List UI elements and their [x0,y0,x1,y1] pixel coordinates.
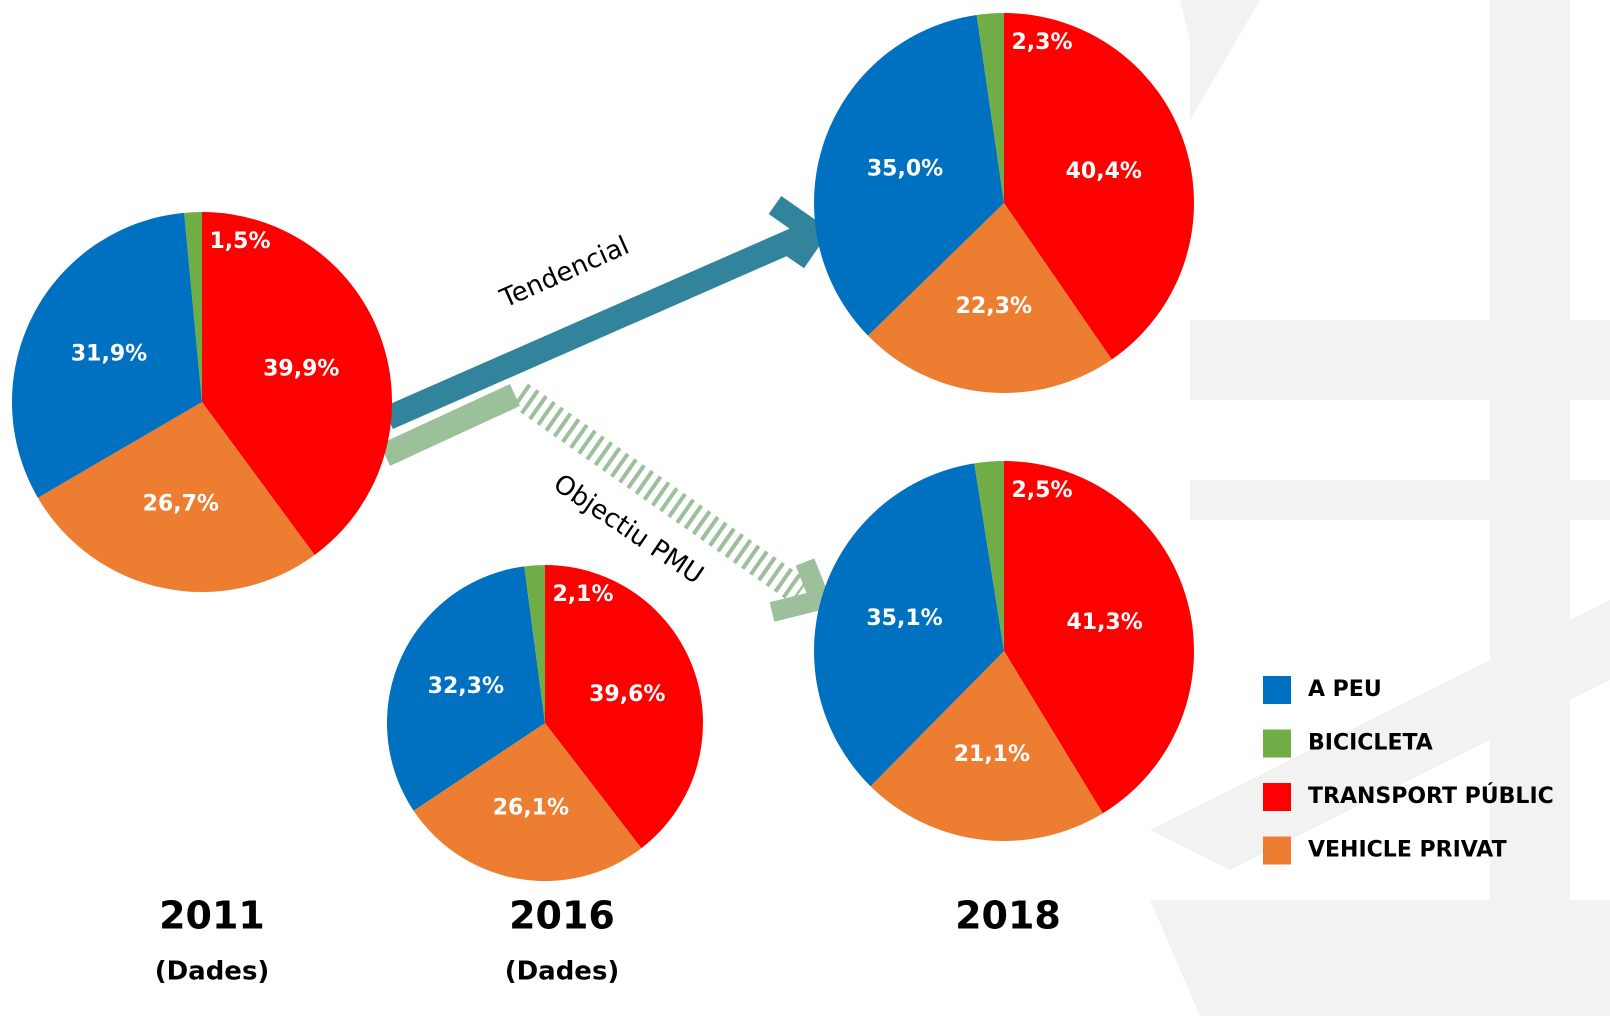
pie-title: 2011 [159,894,265,938]
pie-slice [37,402,315,593]
pie-slice [813,14,1004,336]
pie-slice [1004,461,1195,814]
pie-slice [867,203,1112,394]
pie-slice [814,463,1004,787]
pie-slice [524,565,545,723]
data-label: 40,4% [1066,159,1142,184]
data-label: 2,1% [552,582,613,607]
pie-slice [976,13,1004,203]
pie-slice [545,565,703,849]
pie-slice [413,723,642,881]
data-label: 32,3% [428,674,504,699]
legend-swatch [1263,783,1291,811]
data-label: 39,6% [589,682,665,707]
pie-title: 2016 [509,894,615,938]
pie-title: 2018 [955,894,1061,938]
data-label: 2,3% [1011,30,1072,55]
data-label: 1,5% [209,229,270,254]
arrows [379,195,834,622]
background-pattern [1150,0,1610,1016]
annotation: Tendencial [495,231,634,315]
data-label: 31,9% [71,341,147,366]
legend-swatch [1263,729,1291,758]
legend-label: A PEU [1308,677,1382,702]
pie-subtitle: (Dades) [155,957,270,987]
data-label: 35,0% [867,156,943,181]
data-label: 21,1% [954,742,1030,767]
pie-slice [974,461,1004,651]
legend-swatch [1263,836,1291,865]
legend-label: VEHICLE PRIVAT [1308,838,1507,863]
pie-slice [1004,13,1194,360]
legend-swatch [1263,676,1291,704]
data-label: 35,1% [866,606,942,631]
pie-slice [870,651,1103,842]
data-label: 26,1% [493,796,569,821]
data-label: 22,3% [956,294,1032,319]
pie-slice [387,566,545,811]
data-label: 26,7% [143,491,219,516]
pie-slice [11,212,202,498]
pie-slice [184,212,202,402]
pie-subtitle: (Dades) [505,957,620,987]
legend-label: TRANSPORT PÚBLIC [1308,783,1554,809]
data-label: 41,3% [1066,610,1142,635]
pie-slice [202,212,393,556]
legend-label: BICICLETA [1308,731,1433,756]
data-label: 39,9% [263,356,339,381]
data-label: 2,5% [1011,478,1072,503]
